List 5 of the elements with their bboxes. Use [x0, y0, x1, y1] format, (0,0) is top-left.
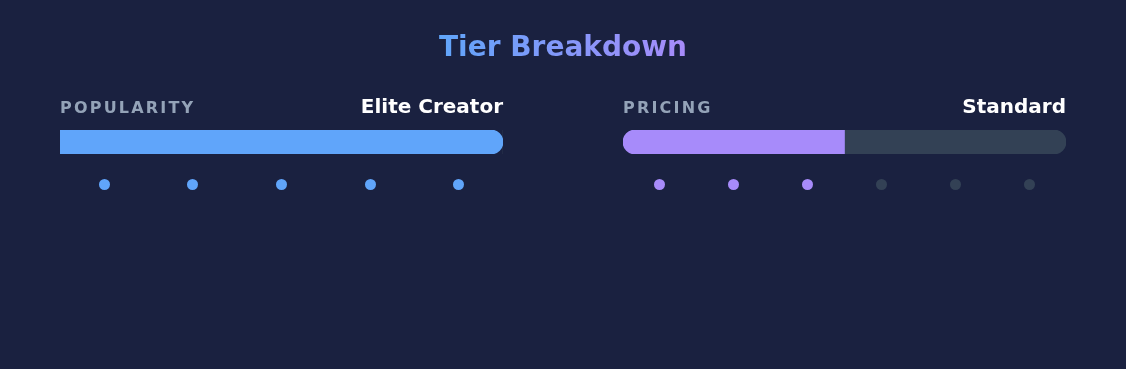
annotation: Elite Creator: [360, 94, 503, 118]
text: Tier Breakdown: [439, 30, 687, 63]
annotation: Standard: [962, 94, 1066, 118]
y-tick-label: POPULARITY: [60, 98, 196, 117]
y-tick-label: PRICING: [623, 98, 713, 117]
